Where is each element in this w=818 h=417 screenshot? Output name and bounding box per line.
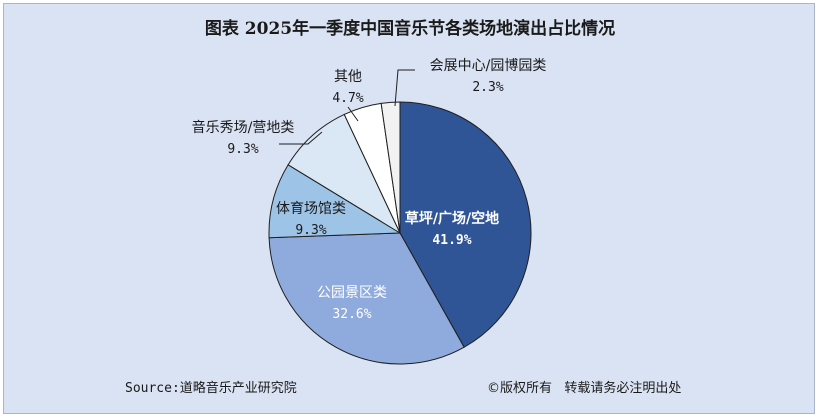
source-note: Source:道略音乐产业研究院 [125, 381, 297, 396]
pie-chart: 草坪/广场/空地 41.9% 公园景区类 32.6% 体育场馆类 9.3% 音乐秀场/营地类… [192, 57, 547, 365]
pie-slice [399, 101, 532, 348]
slice-value-label: 4.7% [332, 91, 363, 106]
slice-value-label: 41.9% [432, 233, 471, 248]
slice-label: 其他 [334, 69, 362, 85]
slice-value-label: 9.3% [295, 223, 326, 238]
slice-value-label: 32.6% [332, 307, 371, 322]
slice-label: 草坪/广场/空地 [405, 210, 499, 227]
slice-label: 会展中心/园博园类 [430, 57, 547, 74]
pie-slice [268, 164, 402, 239]
pie-slice [268, 232, 465, 365]
slice-label: 体育场馆类 [276, 201, 346, 217]
leader-line [347, 106, 359, 122]
chart-title: 图表 2025年一季度中国音乐节各类场地演出占比情况 [204, 19, 616, 39]
slice-value-label: 2.3% [472, 80, 503, 95]
slice-value-label: 9.3% [227, 142, 258, 157]
slice-label: 音乐秀场/营地类 [192, 119, 295, 136]
chart-frame: 图表 2025年一季度中国音乐节各类场地演出占比情况 草坪/广场/空地 41.9%… [3, 3, 815, 414]
pie-slice [380, 101, 401, 234]
leader-line [394, 69, 415, 107]
copyright-note: ©版权所有 转载请务必注明出处 [487, 381, 682, 396]
leader-line [279, 131, 323, 145]
pie-slice [287, 113, 402, 235]
slice-label: 公园景区类 [317, 285, 387, 301]
